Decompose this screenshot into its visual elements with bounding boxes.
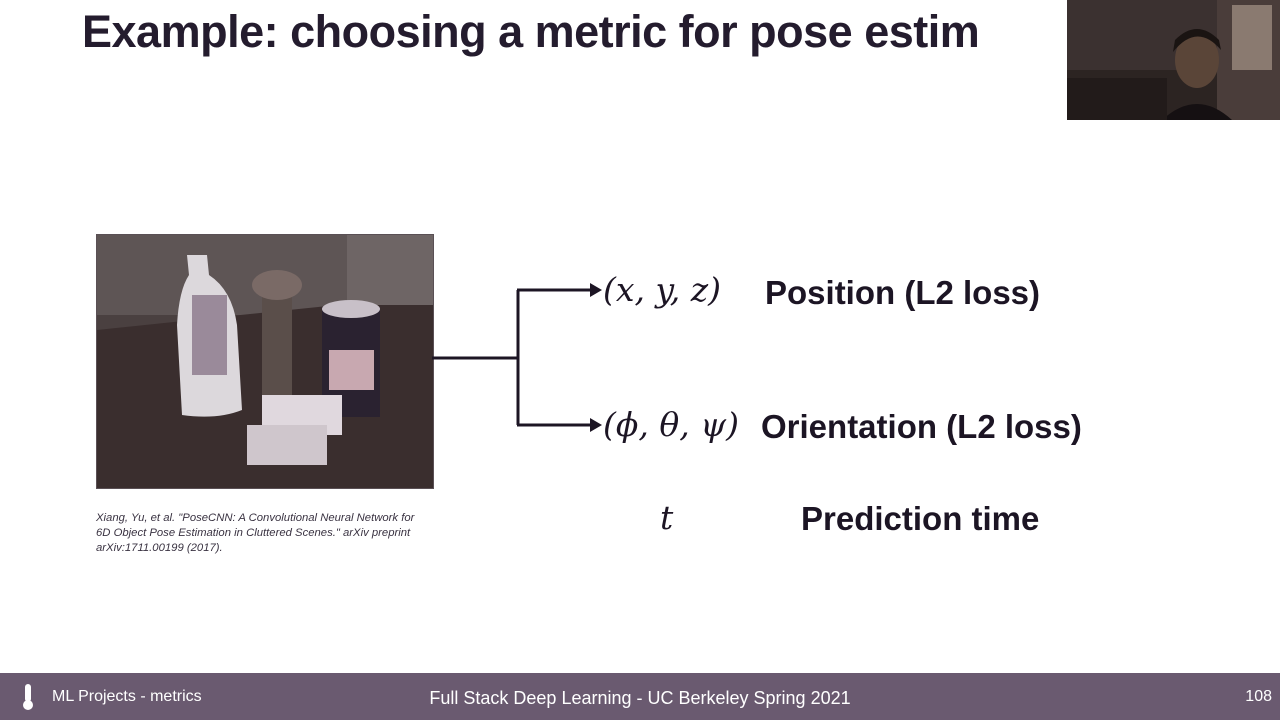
time-variable: t bbox=[660, 498, 674, 537]
page-number: 108 bbox=[1245, 688, 1272, 705]
orientation-variables: (ϕ, θ, ψ) bbox=[603, 405, 739, 444]
arrowhead-position bbox=[590, 283, 602, 297]
footer-section-title: ML Projects - metrics bbox=[52, 688, 202, 705]
orientation-label: Orientation (L2 loss) bbox=[761, 408, 1082, 445]
posecnn-example-photo bbox=[96, 234, 434, 489]
arrowhead-orientation bbox=[590, 418, 602, 432]
output-branch-diagram bbox=[432, 283, 602, 432]
webcam-overlay bbox=[1067, 0, 1280, 120]
prediction-time-label: Prediction time bbox=[801, 500, 1040, 537]
citation-text: Xiang, Yu, et al. "PoseCNN: A Convolutio… bbox=[96, 512, 415, 554]
position-label: Position (L2 loss) bbox=[765, 274, 1041, 311]
slide-title: Example: choosing a metric for pose esti… bbox=[82, 6, 980, 57]
cluttered-scene-image bbox=[97, 235, 433, 488]
footer-course-title: Full Stack Deep Learning - UC Berkeley S… bbox=[429, 688, 851, 708]
thermometer-icon bbox=[20, 683, 36, 716]
slide-footer: ML Projects - metrics Full Stack Deep Le… bbox=[0, 673, 1280, 720]
position-variables: (x, y, z) bbox=[603, 270, 721, 309]
webcam-feed-image bbox=[1067, 0, 1280, 120]
